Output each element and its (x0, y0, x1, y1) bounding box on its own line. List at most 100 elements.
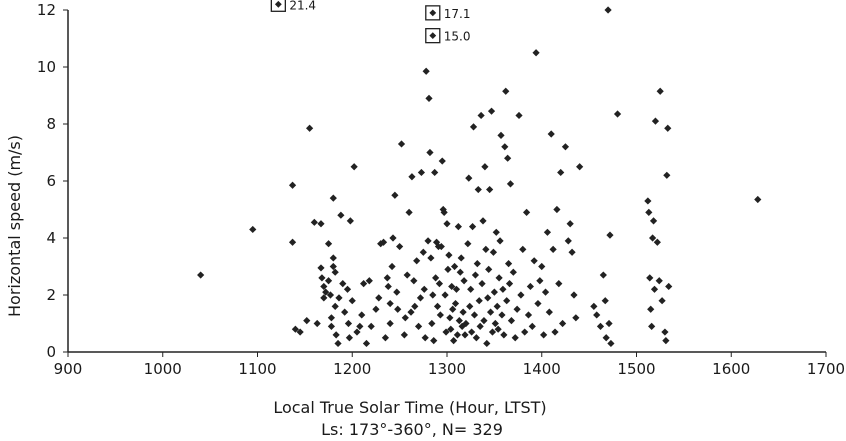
y-tick-label: 10 (37, 58, 56, 76)
data-point (317, 264, 325, 272)
data-point (506, 180, 515, 188)
x-tick-label: 1500 (617, 360, 655, 378)
data-point (522, 208, 531, 216)
chart-caption: Ls: 173°-360°, N= 329 (321, 420, 503, 439)
data-point (410, 277, 418, 285)
data-point (362, 339, 371, 348)
data-point (389, 234, 397, 242)
data-point (532, 49, 540, 57)
axes (67, 10, 826, 353)
data-point (446, 314, 454, 322)
data-point (658, 297, 666, 305)
data-point (375, 294, 383, 302)
data-point (393, 288, 401, 296)
data-point (416, 294, 425, 302)
data-point (486, 308, 495, 316)
data-point (519, 245, 527, 253)
data-point (462, 319, 470, 328)
data-point (391, 191, 399, 199)
data-point (551, 328, 559, 336)
data-point (327, 314, 336, 322)
outlier-label: 21.4 (289, 0, 316, 12)
data-point (540, 331, 548, 339)
data-point (331, 302, 339, 310)
data-point (545, 308, 553, 316)
data-point (457, 254, 465, 262)
y-tick-label: 6 (46, 172, 56, 190)
data-point (649, 217, 658, 225)
data-point (564, 237, 572, 245)
data-point (517, 291, 525, 299)
outlier-point (429, 9, 437, 17)
data-point (460, 277, 468, 285)
data-point (528, 322, 536, 330)
data-point (356, 322, 364, 330)
data-point (476, 322, 484, 330)
data-point (442, 328, 450, 336)
data-point (530, 257, 538, 265)
data-point (384, 282, 392, 291)
data-point (493, 302, 501, 310)
data-point (472, 334, 480, 342)
data-point (450, 262, 459, 271)
data-point (405, 208, 413, 216)
data-point (613, 110, 622, 118)
data-point (590, 302, 598, 310)
data-point (296, 328, 304, 336)
data-point (426, 148, 434, 157)
data-point (329, 254, 337, 262)
x-tick-label: 1400 (523, 360, 561, 378)
data-point (456, 268, 464, 276)
data-point (606, 231, 614, 239)
data-point (471, 271, 480, 279)
data-point (461, 331, 469, 339)
data-point (348, 297, 356, 305)
data-point (605, 319, 613, 328)
data-point (566, 220, 574, 228)
data-point (521, 328, 529, 336)
data-point (358, 311, 366, 319)
x-tick-label: 1700 (807, 360, 845, 378)
data-point (429, 291, 437, 299)
data-point (443, 220, 451, 228)
x-tick-label: 1600 (712, 360, 750, 378)
data-point (481, 163, 489, 171)
data-point (381, 334, 390, 342)
data-point (424, 237, 432, 245)
data-point (507, 317, 516, 325)
x-axis-label: Local True Solar Time (Hour, LTST) (273, 398, 546, 417)
data-point (291, 325, 299, 333)
data-point (488, 328, 497, 336)
data-points (197, 6, 762, 348)
data-point (350, 163, 358, 171)
data-point (648, 322, 656, 330)
data-point (303, 317, 311, 325)
data-point (467, 285, 475, 293)
data-point (449, 305, 457, 313)
data-point (568, 248, 576, 256)
outlier-group: 21.4 17.1 15.0 (270, 0, 471, 44)
data-point (454, 223, 462, 231)
data-point (491, 319, 499, 328)
data-point (401, 314, 409, 322)
data-point (541, 288, 550, 296)
data-point (649, 234, 657, 242)
data-point (420, 285, 428, 293)
data-point (466, 302, 474, 310)
data-point (403, 271, 411, 279)
data-point (306, 124, 314, 132)
outlier-point (429, 32, 437, 40)
data-point (536, 277, 544, 285)
data-point (444, 265, 452, 273)
data-point (475, 297, 483, 305)
outlier-label: 15.0 (444, 30, 471, 44)
x-tick-label: 1300 (428, 360, 466, 378)
data-point (486, 185, 494, 194)
data-point (664, 124, 672, 132)
data-point (421, 334, 429, 342)
data-point (339, 280, 347, 288)
data-point (504, 154, 512, 162)
data-point (509, 268, 517, 276)
data-point (322, 288, 330, 296)
data-point (602, 334, 610, 342)
